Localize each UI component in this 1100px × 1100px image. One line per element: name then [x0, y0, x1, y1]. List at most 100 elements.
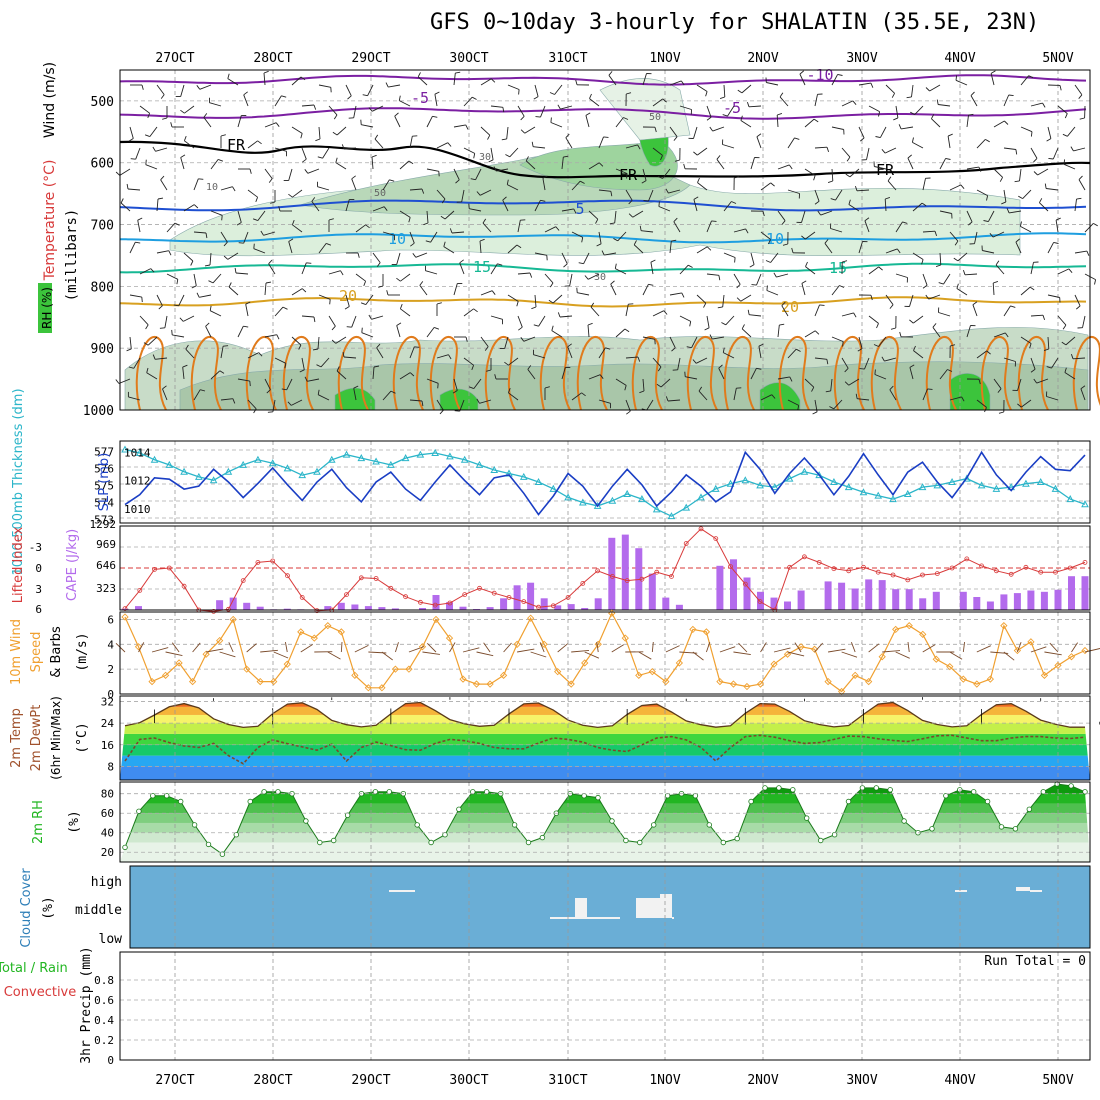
- wind-barb: [1074, 84, 1083, 96]
- wind-speed-point: [783, 650, 792, 658]
- thickness-point: [579, 498, 587, 506]
- wind-barb: [550, 122, 563, 128]
- wind-barb: [343, 147, 357, 150]
- wind-barb: [409, 136, 413, 149]
- wind-speed-point: [432, 615, 440, 624]
- wind-barb: [921, 259, 924, 265]
- li-tick-label: -3: [29, 541, 42, 554]
- thickness-point: [416, 450, 425, 458]
- wind-speed-point: [770, 660, 778, 668]
- wind-barb: [976, 189, 988, 196]
- wind-barb: [258, 352, 263, 357]
- wind-speed-point: [337, 628, 345, 636]
- wind-barb: [479, 399, 492, 404]
- wind-barb: [588, 162, 600, 170]
- wind-barb: [180, 109, 185, 114]
- wind-barb: [527, 365, 532, 370]
- cape-bar: [446, 602, 453, 610]
- wind-barb: [1022, 189, 1032, 199]
- wind-barb: [336, 126, 347, 136]
- wind-barb: [1093, 223, 1098, 227]
- wind-barb: [848, 199, 851, 205]
- thickness-point: [593, 501, 602, 509]
- cape-bar: [1027, 590, 1035, 610]
- wind-barb: [966, 325, 971, 338]
- wind-barb: [955, 75, 958, 81]
- wind-barb: [1036, 378, 1049, 384]
- rh2m-point: [414, 822, 420, 828]
- wind-barb: [1014, 180, 1020, 183]
- contour-label: FR: [876, 161, 895, 179]
- wind-barb: [193, 204, 199, 209]
- lifted-index-point: [1067, 565, 1073, 571]
- wind-barb: [779, 323, 785, 326]
- wind-barb: [220, 186, 233, 191]
- wind-barb: [263, 72, 266, 86]
- wind-barb: [317, 336, 320, 350]
- wind-barb: [665, 188, 669, 194]
- wind-barb: [583, 252, 590, 264]
- wind-barb: [804, 118, 815, 128]
- wind-barb: [727, 105, 735, 117]
- warm-contour: [539, 336, 571, 411]
- wind-barb: [302, 158, 307, 163]
- wind-barb: [533, 146, 546, 149]
- wind-barb: [766, 285, 768, 291]
- wind-barb: [615, 268, 627, 275]
- wind-barb: [468, 386, 474, 390]
- wind-barb: [779, 96, 789, 107]
- wind-barb: [1043, 348, 1049, 352]
- wind-barb: [430, 231, 438, 243]
- wind-barb: [160, 175, 165, 181]
- lifted-index-point: [521, 599, 527, 604]
- pressure-tick-label: 700: [91, 219, 114, 234]
- wind-barb: [642, 73, 647, 86]
- wind-barb: [830, 198, 836, 201]
- wind-barb: [220, 346, 224, 359]
- wind-barb: [830, 228, 843, 233]
- wind-barb: [137, 220, 141, 233]
- wind-barb: [895, 273, 908, 278]
- wind-barb: [432, 115, 438, 118]
- wind-barb: [190, 260, 194, 266]
- wind-barb-10m: [340, 641, 343, 653]
- ylabel-cape: CAPE (J/kg): [65, 529, 80, 601]
- wind-barb: [209, 305, 212, 311]
- wind-barb: [520, 337, 525, 342]
- wind-barb: [758, 346, 762, 359]
- wind-barb-10m: [530, 651, 547, 658]
- wind-barb: [447, 142, 452, 147]
- wind-barb: [453, 378, 458, 391]
- wind-barb: [669, 292, 682, 296]
- lifted-index-point: [757, 599, 763, 604]
- date-label-top: 27OCT: [155, 51, 194, 66]
- date-label-bottom: 5NOV: [1042, 1073, 1073, 1088]
- pressure-tick-label: 900: [91, 342, 114, 357]
- wind-barb: [204, 264, 211, 267]
- wind-barb: [426, 116, 433, 128]
- wind-barb-10m: [705, 642, 711, 653]
- wind-barb: [162, 385, 167, 390]
- wind-barb: [639, 390, 645, 394]
- wind-barb: [1053, 241, 1059, 244]
- wind-barb: [1061, 341, 1067, 346]
- temp-tick-label: 32: [101, 695, 114, 708]
- lifted-index-point: [875, 569, 881, 575]
- wind-barb: [203, 117, 212, 128]
- wind-barb: [119, 168, 131, 176]
- wind-speed-point: [405, 665, 413, 673]
- wind-barb: [801, 280, 807, 284]
- wind-barb: [652, 357, 662, 368]
- wind-barb: [1051, 357, 1059, 369]
- wind-barb: [394, 112, 399, 117]
- wind-barb: [128, 138, 134, 142]
- lifted-index-point: [137, 588, 143, 593]
- wind-barb: [263, 231, 276, 236]
- rh2m-point: [776, 785, 782, 791]
- wind-barb: [864, 357, 870, 370]
- wind-barb: [770, 252, 779, 263]
- wind-barb: [957, 252, 968, 262]
- rh2m-point: [734, 835, 740, 842]
- wind-barb: [171, 329, 173, 335]
- wind-barb: [544, 226, 556, 233]
